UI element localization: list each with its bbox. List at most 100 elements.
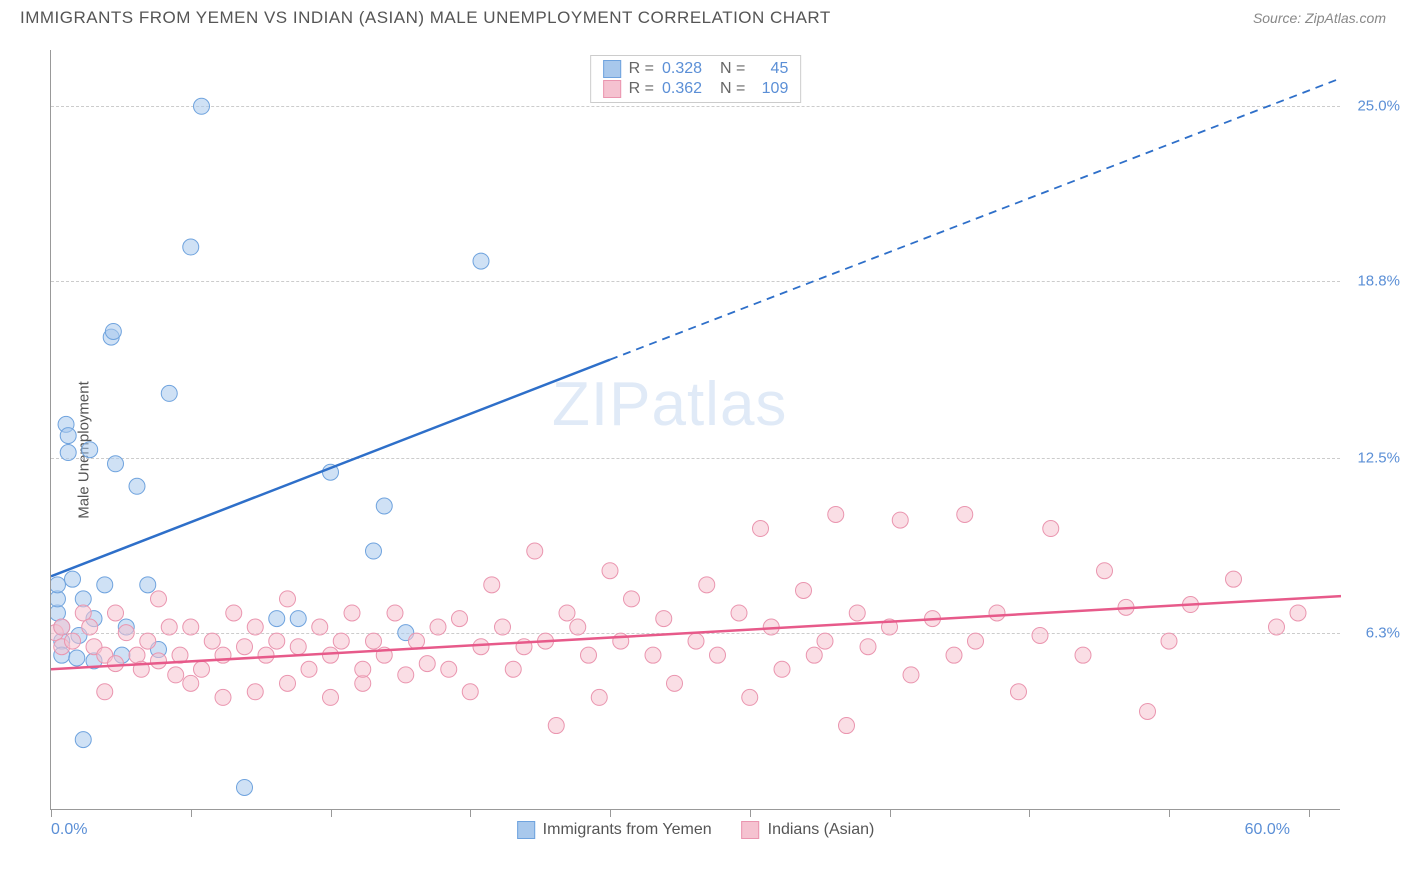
- scatter-point: [817, 633, 833, 649]
- scatter-point: [194, 661, 210, 677]
- chart-container: Male Unemployment ZIPatlas R = 0.328 N =…: [50, 50, 1390, 850]
- scatter-point: [376, 498, 392, 514]
- scatter-point: [1290, 605, 1306, 621]
- scatter-point: [51, 605, 65, 621]
- scatter-point: [204, 633, 220, 649]
- scatter-point: [344, 605, 360, 621]
- scatter-point: [75, 605, 91, 621]
- trend-line-dashed: [610, 78, 1341, 359]
- scatter-point: [290, 639, 306, 655]
- scatter-point: [237, 639, 253, 655]
- legend-swatch: [603, 80, 621, 98]
- scatter-point: [570, 619, 586, 635]
- scatter-point: [97, 684, 113, 700]
- scatter-point: [161, 385, 177, 401]
- scatter-point: [366, 543, 382, 559]
- scatter-point: [559, 605, 575, 621]
- scatter-point: [828, 506, 844, 522]
- scatter-point: [624, 591, 640, 607]
- scatter-point: [667, 675, 683, 691]
- scatter-point: [140, 633, 156, 649]
- scatter-point: [473, 253, 489, 269]
- scatter-point: [140, 577, 156, 593]
- scatter-point: [581, 647, 597, 663]
- legend-box-top: R = 0.328 N = 45 R = 0.362 N = 109: [590, 55, 802, 103]
- scatter-point: [108, 656, 124, 672]
- scatter-point: [129, 647, 145, 663]
- x-tick: [1169, 809, 1170, 817]
- x-tick: [1029, 809, 1030, 817]
- scatter-point: [591, 689, 607, 705]
- scatter-point: [183, 675, 199, 691]
- scatter-point: [280, 675, 296, 691]
- legend-row: R = 0.362 N = 109: [603, 80, 789, 98]
- scatter-point: [688, 633, 704, 649]
- scatter-point: [968, 633, 984, 649]
- scatter-point: [484, 577, 500, 593]
- scatter-point: [269, 611, 285, 627]
- scatter-point: [355, 661, 371, 677]
- legend-n-label: N =: [720, 60, 745, 78]
- scatter-point: [452, 611, 468, 627]
- scatter-point: [903, 667, 919, 683]
- scatter-point: [118, 625, 134, 641]
- scatter-point: [65, 571, 81, 587]
- scatter-point: [441, 661, 457, 677]
- scatter-point: [1075, 647, 1091, 663]
- legend-r-value: 0.362: [662, 80, 712, 98]
- scatter-point: [849, 605, 865, 621]
- legend-n-label: N =: [720, 80, 745, 98]
- scatter-point: [1161, 633, 1177, 649]
- legend-swatch: [742, 821, 760, 839]
- legend-bottom: Immigrants from Yemen Indians (Asian): [517, 821, 875, 839]
- scatter-point: [65, 633, 81, 649]
- scatter-point: [194, 98, 210, 114]
- x-tick: [890, 809, 891, 817]
- plot-svg: [51, 50, 1341, 810]
- scatter-point: [774, 661, 790, 677]
- scatter-point: [892, 512, 908, 528]
- scatter-point: [387, 605, 403, 621]
- legend-bottom-label: Indians (Asian): [768, 821, 875, 839]
- scatter-point: [645, 647, 661, 663]
- scatter-point: [473, 639, 489, 655]
- scatter-point: [1269, 619, 1285, 635]
- legend-r-label: R =: [629, 60, 654, 78]
- x-tick: [750, 809, 751, 817]
- legend-r-label: R =: [629, 80, 654, 98]
- scatter-point: [161, 619, 177, 635]
- scatter-point: [183, 619, 199, 635]
- scatter-point: [69, 650, 85, 666]
- scatter-point: [806, 647, 822, 663]
- scatter-point: [82, 442, 98, 458]
- source-name: ZipAtlas.com: [1305, 10, 1386, 26]
- scatter-point: [1226, 571, 1242, 587]
- scatter-point: [699, 577, 715, 593]
- scatter-point: [97, 577, 113, 593]
- y-tick-label: 12.5%: [1357, 450, 1400, 467]
- scatter-point: [151, 653, 167, 669]
- scatter-point: [108, 456, 124, 472]
- scatter-point: [1032, 627, 1048, 643]
- scatter-point: [280, 591, 296, 607]
- legend-swatch: [603, 60, 621, 78]
- x-tick: [191, 809, 192, 817]
- trend-line: [51, 596, 1341, 669]
- scatter-point: [742, 689, 758, 705]
- legend-swatch: [517, 821, 535, 839]
- scatter-point: [419, 656, 435, 672]
- x-tick: [331, 809, 332, 817]
- scatter-point: [129, 478, 145, 494]
- scatter-point: [183, 239, 199, 255]
- scatter-point: [656, 611, 672, 627]
- scatter-point: [60, 428, 76, 444]
- legend-r-value: 0.328: [662, 60, 712, 78]
- scatter-point: [51, 577, 65, 593]
- scatter-point: [168, 667, 184, 683]
- scatter-point: [796, 582, 812, 598]
- scatter-point: [1140, 703, 1156, 719]
- y-tick-label: 18.8%: [1357, 272, 1400, 289]
- source-label: Source: ZipAtlas.com: [1253, 10, 1386, 26]
- scatter-point: [753, 521, 769, 537]
- legend-n-value: 109: [753, 80, 788, 98]
